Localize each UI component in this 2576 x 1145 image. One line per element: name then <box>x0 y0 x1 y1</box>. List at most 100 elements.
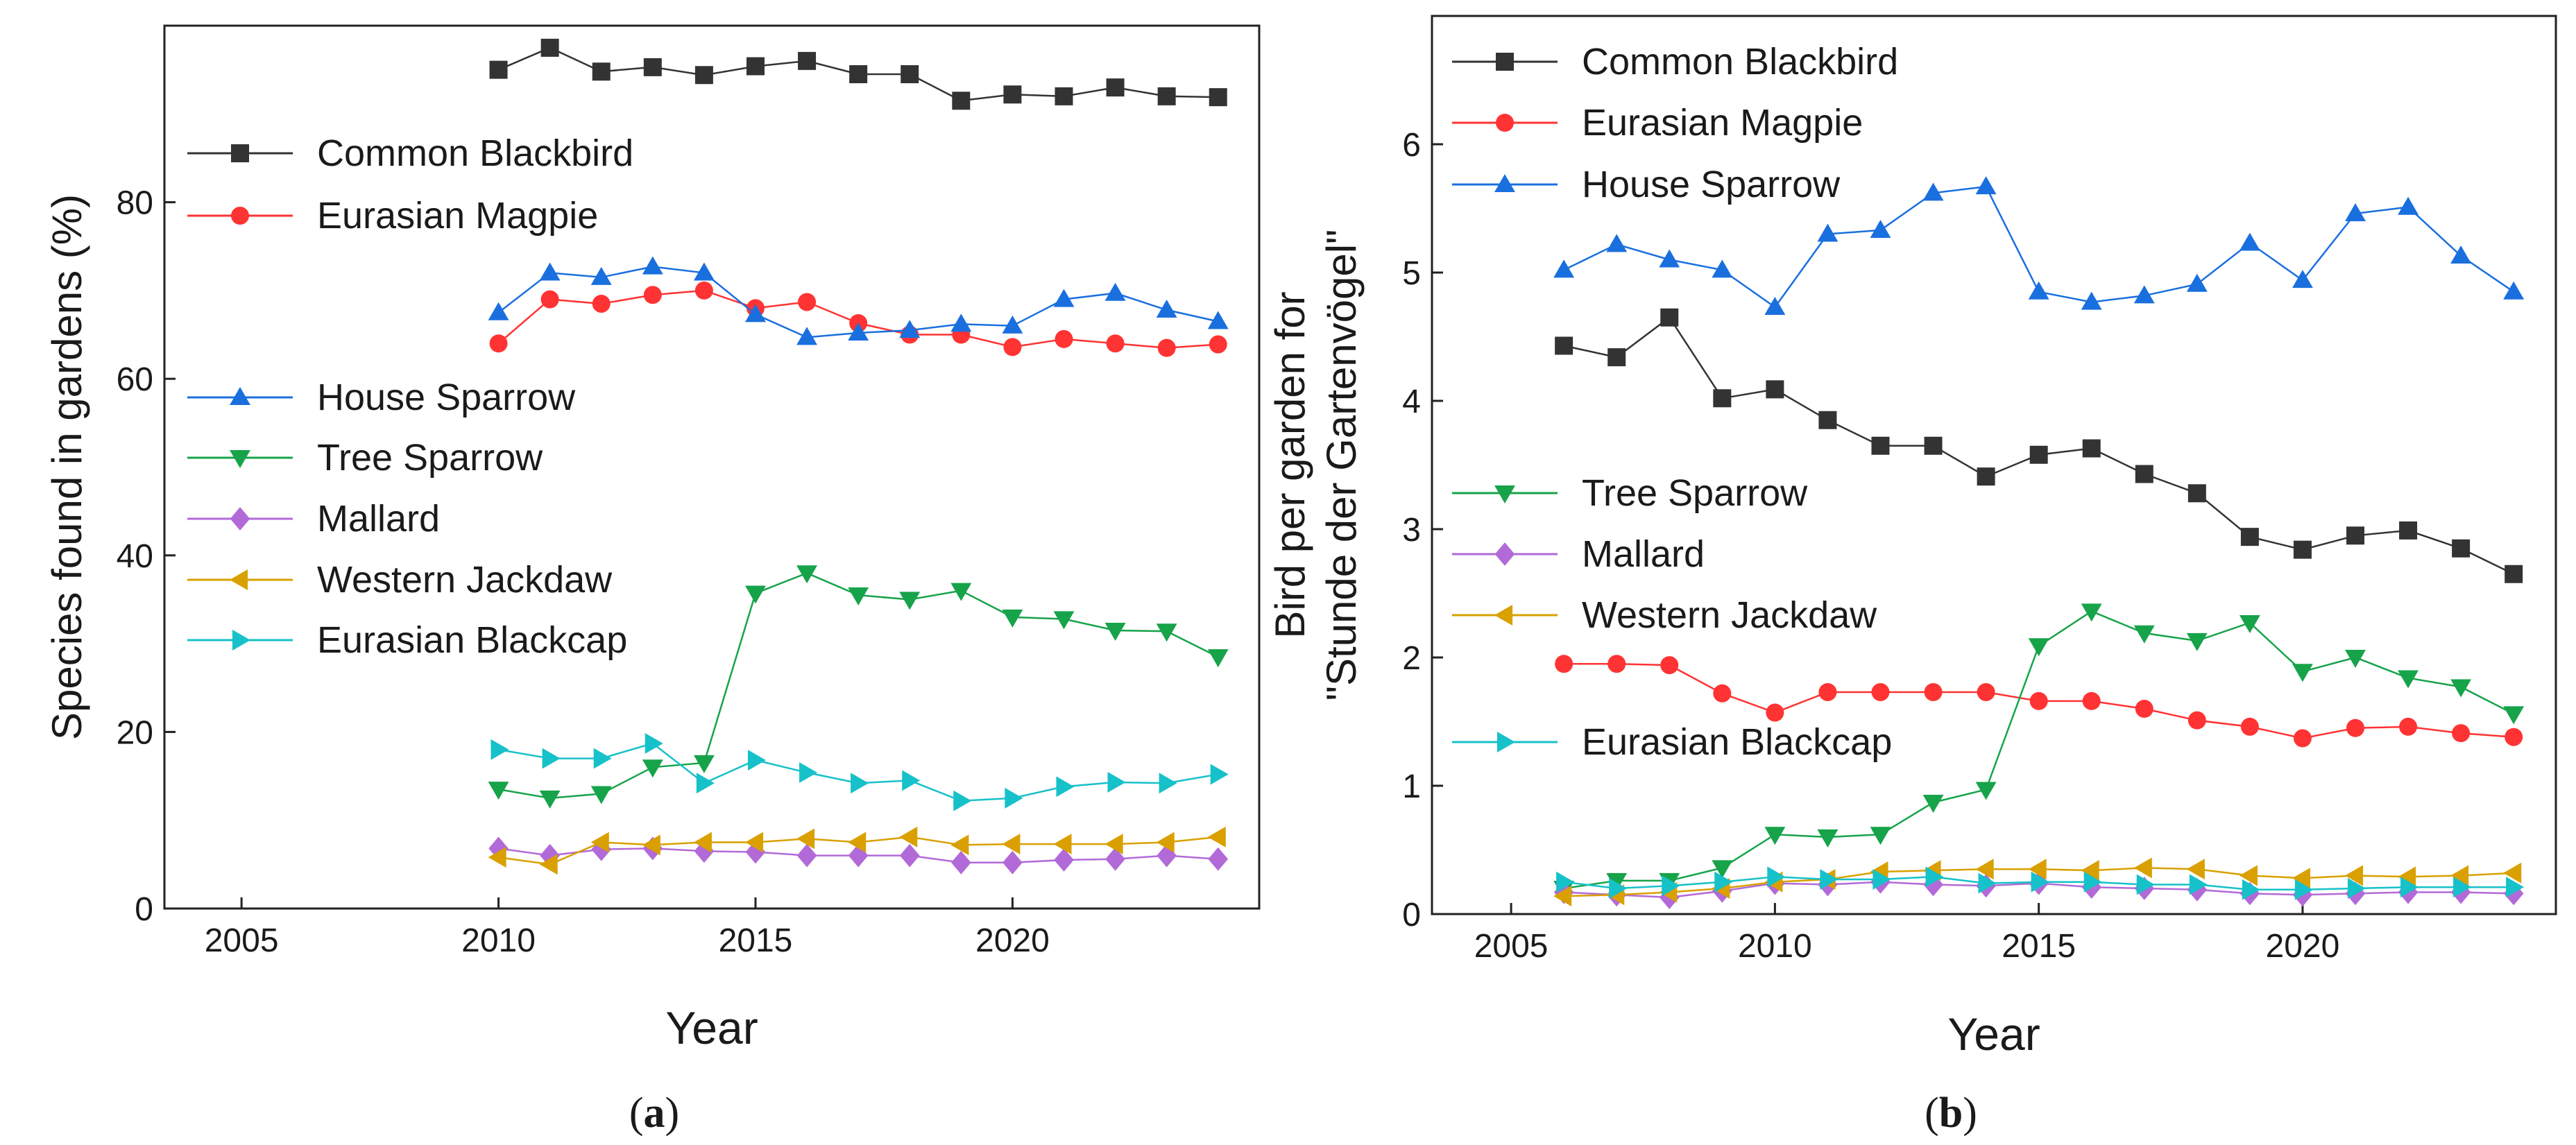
data-point-eurasian-blackcap <box>2400 877 2419 898</box>
data-point-tree-sparrow <box>2503 706 2525 725</box>
data-point-eurasian-magpie <box>1924 682 1943 701</box>
data-point-eurasian-magpie <box>1106 334 1125 353</box>
data-point-eurasian-magpie <box>1607 655 1626 673</box>
data-point-mallard <box>1157 843 1177 868</box>
data-point-mallard <box>694 839 715 863</box>
legend-label: Eurasian Magpie <box>317 195 598 236</box>
data-point-eurasian-blackcap <box>1107 772 1126 793</box>
legend-marker <box>230 449 250 468</box>
data-point-western-jackdaw <box>1104 834 1123 855</box>
data-point-tree-sparrow <box>848 587 869 606</box>
panel-b-y-axis-label-line: Bird per garden for <box>1267 291 1313 638</box>
data-point-common-blackbird <box>2187 484 2206 503</box>
data-point-tree-sparrow <box>950 583 972 601</box>
data-point-house-sparrow <box>2081 291 2102 310</box>
data-point-eurasian-magpie <box>2240 717 2259 736</box>
legend-label: Western Jackdaw <box>1582 594 1877 636</box>
series-common-blackbird <box>1555 308 2523 583</box>
legend-label: Tree Sparrow <box>317 437 543 479</box>
data-point-eurasian-magpie <box>798 293 817 311</box>
legend-label: House Sparrow <box>317 377 576 418</box>
data-point-eurasian-blackcap <box>2506 877 2525 898</box>
data-point-western-jackdaw <box>488 847 506 868</box>
data-point-common-blackbird <box>1660 308 1679 327</box>
data-point-common-blackbird <box>2346 526 2364 545</box>
data-point-common-blackbird <box>1713 389 1732 408</box>
data-point-mallard <box>1003 850 1023 875</box>
y-tick-label: 60 <box>117 361 153 398</box>
legend-entry-eurasian-magpie: Eurasian Magpie <box>187 195 598 236</box>
data-point-house-sparrow <box>2133 285 2155 304</box>
data-point-house-sparrow <box>1053 289 1075 307</box>
legend-label: Common Blackbird <box>1582 41 1898 83</box>
data-point-eurasian-blackcap <box>1609 878 1628 899</box>
data-point-eurasian-blackcap <box>2083 871 2102 893</box>
data-point-common-blackbird <box>746 57 765 76</box>
data-point-tree-sparrow <box>796 565 818 584</box>
data-point-eurasian-magpie <box>540 290 559 309</box>
legend-marker <box>231 207 249 225</box>
data-point-eurasian-blackcap <box>902 770 921 791</box>
data-point-house-sparrow <box>1975 176 1997 195</box>
panel-a-caption: (a) <box>629 1090 679 1137</box>
legend-entry-mallard: Mallard <box>1452 533 1705 575</box>
data-point-eurasian-blackcap <box>593 748 612 769</box>
legend-label: Eurasian Magpie <box>1582 102 1863 144</box>
data-point-eurasian-blackcap <box>1767 866 1786 888</box>
x-tick-label: 2015 <box>2002 928 2076 965</box>
panel-b-plot-frame <box>1431 15 2557 915</box>
data-point-mallard <box>899 843 920 868</box>
legend-entry-eurasian-blackcap: Eurasian Blackcap <box>1452 721 1892 763</box>
data-point-eurasian-magpie <box>1977 682 1995 701</box>
data-point-eurasian-blackcap <box>953 790 972 811</box>
legend-entry-mallard: Mallard <box>187 498 440 540</box>
data-point-eurasian-blackcap <box>2242 879 2260 900</box>
y-tick-label: 5 <box>1402 255 1421 292</box>
legend-entry-tree-sparrow: Tree Sparrow <box>187 437 543 479</box>
data-point-eurasian-magpie <box>1055 329 1073 348</box>
data-point-eurasian-blackcap <box>1210 764 1229 785</box>
data-point-tree-sparrow <box>1606 872 1628 891</box>
data-point-common-blackbird <box>2452 539 2471 558</box>
legend-entry-eurasian-blackcap: Eurasian Blackcap <box>187 619 627 661</box>
data-point-house-sparrow <box>2345 203 2366 221</box>
data-point-eurasian-blackcap <box>2031 871 2049 893</box>
data-point-common-blackbird <box>2082 439 2101 458</box>
legend-marker <box>230 569 248 590</box>
data-point-eurasian-blackcap <box>2294 879 2313 900</box>
data-point-eurasian-blackcap <box>1159 773 1177 794</box>
y-tick-label: 6 <box>1402 127 1421 164</box>
data-point-tree-sparrow <box>899 592 921 610</box>
data-point-western-jackdaw <box>642 834 660 856</box>
data-point-tree-sparrow <box>693 755 715 773</box>
legend-entry-house-sparrow: House Sparrow <box>187 377 576 418</box>
data-point-western-jackdaw <box>693 832 712 853</box>
data-point-tree-sparrow <box>2133 625 2155 644</box>
data-point-eurasian-magpie <box>2187 711 2206 730</box>
data-point-western-jackdaw <box>2133 857 2152 879</box>
data-point-eurasian-magpie <box>694 281 713 300</box>
data-point-eurasian-magpie <box>1713 684 1732 703</box>
data-point-eurasian-magpie <box>1871 682 1890 701</box>
y-tick-label: 40 <box>117 538 153 575</box>
legend-marker <box>1494 174 1515 193</box>
data-point-house-sparrow <box>1002 315 1023 334</box>
data-point-common-blackbird <box>1607 348 1626 367</box>
data-point-eurasian-blackcap <box>1005 787 1023 809</box>
data-point-common-blackbird <box>1924 436 1943 455</box>
data-point-eurasian-blackcap <box>491 739 509 760</box>
x-tick-label: 2015 <box>719 922 793 959</box>
data-point-eurasian-magpie <box>2029 691 2048 710</box>
legend-marker <box>1494 485 1515 503</box>
data-point-house-sparrow <box>1659 249 1680 268</box>
data-point-tree-sparrow <box>1764 827 1786 845</box>
data-point-western-jackdaw <box>590 832 609 853</box>
data-point-eurasian-blackcap <box>1978 872 1997 894</box>
data-point-common-blackbird <box>849 65 868 84</box>
data-point-common-blackbird <box>1977 467 1995 486</box>
data-point-house-sparrow <box>848 322 869 341</box>
data-point-house-sparrow <box>2028 281 2049 300</box>
legend-marker <box>1496 53 1514 71</box>
y-tick-label: 3 <box>1402 512 1421 549</box>
